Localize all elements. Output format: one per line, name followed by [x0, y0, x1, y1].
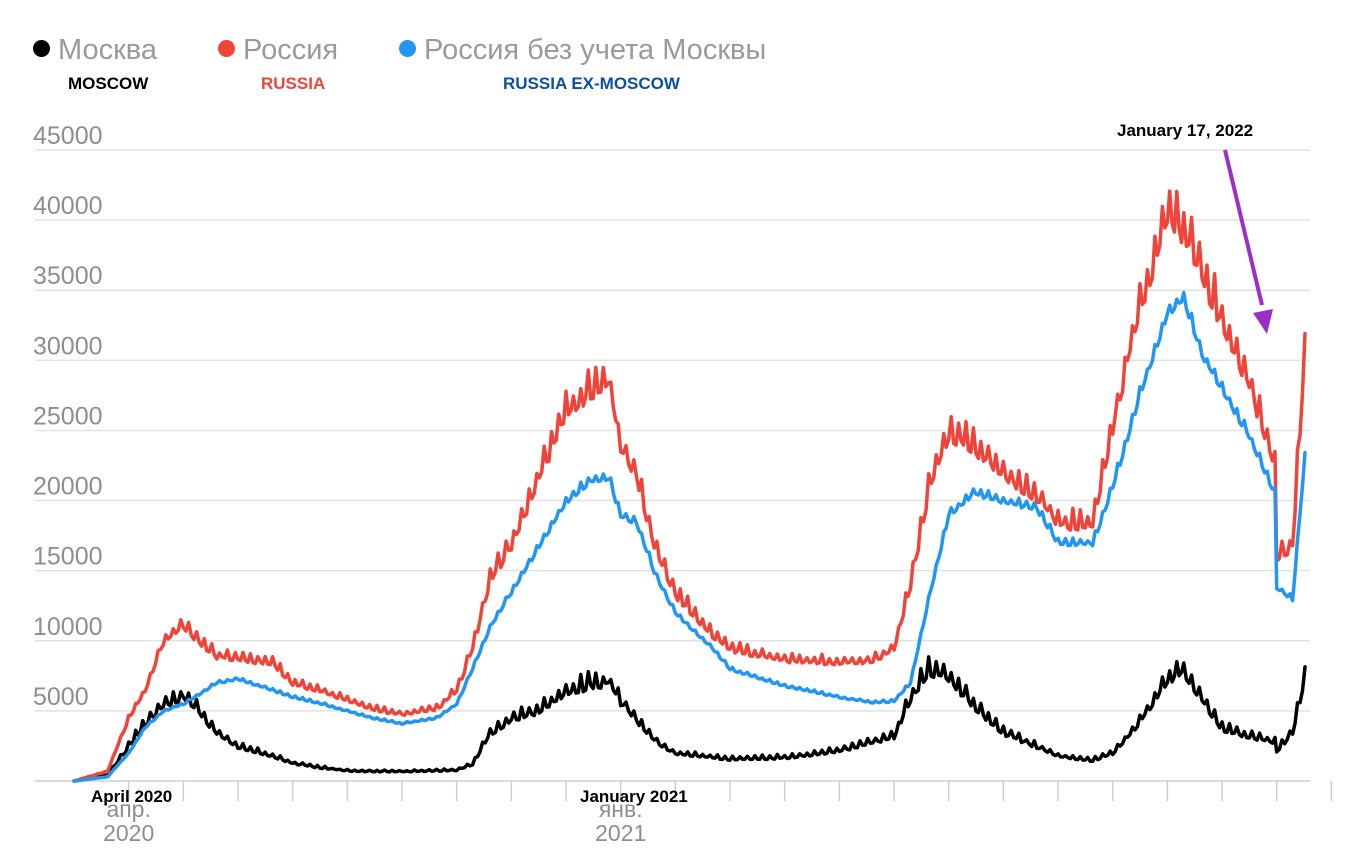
legend-sublabel-russia: RUSSIA: [261, 74, 326, 93]
legend-label-moscow: Москва: [58, 34, 158, 66]
moscow-dot-icon: [33, 39, 50, 57]
y-tick-label-40000: 40000: [33, 192, 103, 220]
y-tick-label-30000: 30000: [33, 332, 103, 360]
annotation-arrow-head-icon: [1253, 309, 1273, 334]
x-tick-label-1-0: янв.: [599, 796, 643, 822]
y-tick-label-5000: 5000: [33, 683, 89, 711]
annotation-january-2021: January 2021: [580, 787, 688, 806]
series-line-2: [72, 290, 1307, 783]
legend-sublabel-moscow: MOSCOW: [68, 74, 149, 93]
y-tick-label-10000: 10000: [33, 613, 103, 641]
annotation-april-2020: April 2020: [91, 787, 173, 806]
annotation-arrow-shaft: [1223, 149, 1264, 306]
legend-item-russia: Россия: [218, 34, 338, 67]
legend-sublabel-russia-ex-moscow: RUSSIA EX-MOSCOW: [503, 74, 680, 93]
russia-dot-icon: [218, 39, 235, 57]
series-line-1: [72, 189, 1307, 783]
y-tick-label-35000: 35000: [33, 262, 103, 290]
series-line-0: [72, 655, 1307, 783]
y-tick-label-45000: 45000: [33, 122, 103, 150]
y-tick-label-20000: 20000: [33, 473, 103, 501]
y-tick-label-25000: 25000: [33, 402, 103, 430]
legend-item-moscow: Москва: [33, 34, 157, 67]
legend-item-russia-ex-moscow: Россия без учета Москвы: [399, 34, 766, 67]
x-tick-label-0-0: апр.: [106, 796, 150, 822]
russia-ex-moscow-dot-icon: [399, 39, 416, 57]
x-tick-label-1-1: 2021: [595, 820, 646, 846]
annotation-january-17-2022: January 17, 2022: [1117, 121, 1254, 140]
legend-label-russia-ex-moscow: Россия без учета Москвы: [424, 34, 767, 66]
y-tick-label-15000: 15000: [33, 543, 103, 571]
legend-label-russia: Россия: [243, 34, 339, 66]
x-tick-label-0-1: 2020: [103, 820, 154, 846]
